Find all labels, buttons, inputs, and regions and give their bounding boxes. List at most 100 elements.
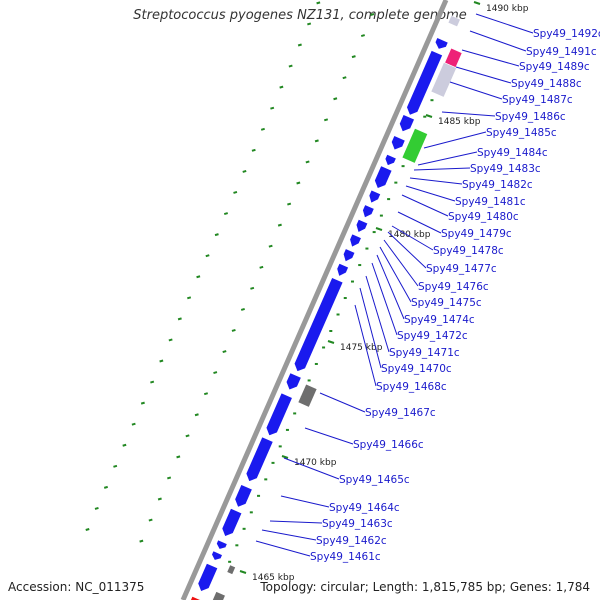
gene-label[interactable]: Spy49_1466c [353, 439, 424, 451]
gene-label[interactable]: Spy49_1488c [511, 78, 582, 90]
gene-feature[interactable] [187, 595, 203, 600]
gene-label[interactable]: Spy49_1484c [477, 147, 548, 159]
gene-label[interactable]: Spy49_1462c [316, 535, 387, 547]
gene-label[interactable]: Spy49_1478c [433, 245, 504, 257]
gene-label[interactable]: Spy49_1467c [365, 407, 436, 419]
gc-tick [157, 497, 162, 501]
gene-feature[interactable] [211, 550, 223, 561]
gc-tick [205, 254, 210, 258]
gene-label[interactable]: Spy49_1489c [519, 61, 590, 73]
gc-tick [240, 307, 245, 311]
leader-line [401, 194, 449, 217]
gene-label[interactable]: Spy49_1491c [526, 46, 597, 58]
gene-feature[interactable] [265, 392, 293, 437]
gc-tick [333, 97, 338, 101]
gene-label[interactable]: Spy49_1492c [533, 28, 600, 40]
gc-tick [297, 43, 302, 47]
gene-label[interactable]: Spy49_1481c [455, 196, 526, 208]
leader-line [423, 131, 487, 149]
gene-feature[interactable] [362, 204, 375, 219]
scale-label: 1475 kbp [340, 343, 383, 353]
gene-feature[interactable] [197, 562, 219, 592]
gene-feature[interactable] [399, 114, 415, 132]
gene-feature[interactable] [216, 539, 228, 550]
scale-tick [375, 227, 383, 231]
leader-line [319, 392, 366, 413]
gc-tick [277, 223, 282, 227]
gene-feature[interactable] [401, 127, 429, 164]
gene-label[interactable]: Spy49_1468c [376, 381, 447, 393]
leader-line [269, 520, 323, 524]
gc-tick [176, 455, 181, 459]
gene-label[interactable]: Spy49_1476c [418, 281, 489, 293]
gene-feature[interactable] [234, 484, 253, 508]
gene-feature[interactable] [285, 372, 302, 391]
leader-line [283, 457, 340, 480]
gene-label[interactable]: Spy49_1486c [495, 111, 566, 123]
leader-line [354, 304, 377, 387]
gene-label[interactable]: Spy49_1477c [426, 263, 497, 275]
gene-feature[interactable] [343, 248, 356, 263]
gene-label[interactable]: Spy49_1475c [411, 297, 482, 309]
gene-feature[interactable] [430, 61, 457, 98]
gene-label[interactable]: Spy49_1479c [441, 228, 512, 240]
gc-tick [307, 22, 312, 26]
gene-label[interactable]: Spy49_1461c [310, 551, 381, 563]
gene-label[interactable]: Spy49_1487c [502, 94, 573, 106]
gene-feature[interactable] [374, 165, 393, 189]
gene-label[interactable]: Spy49_1471c [389, 347, 460, 359]
gc-tick [159, 359, 164, 363]
gene-feature[interactable] [406, 50, 443, 116]
gene-feature[interactable] [349, 233, 362, 248]
gc-tick [103, 485, 108, 489]
gene-label[interactable]: Spy49_1480c [448, 211, 519, 223]
gene-feature[interactable] [211, 591, 226, 600]
gene-features[interactable] [187, 15, 463, 600]
leader-line [255, 540, 311, 557]
leader-line [304, 427, 354, 445]
gc-tick [351, 55, 356, 59]
gene-feature[interactable] [293, 277, 344, 372]
gene-feature[interactable] [226, 564, 236, 575]
leader-line [461, 49, 520, 67]
gc-tick [213, 371, 218, 375]
gene-label[interactable]: Spy49_1472c [397, 330, 468, 342]
gene-feature[interactable] [297, 383, 318, 408]
gc-tick [360, 34, 365, 38]
gc-tick [279, 85, 284, 89]
gene-feature[interactable] [221, 507, 243, 537]
gene-labels[interactable]: Spy49_1492c Spy49_1491c Spy49_1489c Spy49_1… [310, 28, 600, 563]
gene-label[interactable]: Spy49_1485c [486, 127, 557, 139]
gc-ticks [85, 1, 441, 563]
gene-feature[interactable] [368, 189, 381, 204]
leader-line [359, 287, 382, 369]
gene-feature[interactable] [336, 262, 349, 277]
gc-tick [139, 539, 144, 543]
gc-tick [242, 169, 247, 173]
gene-feature[interactable] [391, 135, 406, 151]
gene-label[interactable]: Spy49_1483c [470, 163, 541, 175]
gene-feature[interactable] [384, 153, 397, 166]
gene-feature[interactable] [355, 218, 369, 233]
gc-tick [370, 13, 375, 16]
gene-feature[interactable] [245, 436, 274, 482]
gc-tick [324, 118, 329, 122]
scale-tick [425, 114, 433, 118]
gene-label[interactable]: Spy49_1470c [381, 363, 452, 375]
leader-line [409, 177, 463, 185]
leader-line [387, 231, 427, 269]
gene-label[interactable]: Spy49_1482c [462, 179, 533, 191]
topology-label: Topology: circular; Length: 1,815,785 bp… [260, 580, 590, 594]
leader-line [449, 81, 503, 100]
gene-label[interactable]: Spy49_1464c [329, 502, 400, 514]
gene-label[interactable]: Spy49_1474c [404, 314, 475, 326]
genome-title: Streptococcus pyogenes NZ131, complete g… [133, 8, 467, 23]
gene-label[interactable]: Spy49_1463c [322, 518, 393, 530]
gc-tick [268, 244, 273, 248]
label-leaders [255, 13, 534, 557]
gene-feature[interactable] [434, 37, 449, 50]
gene-feature[interactable] [447, 15, 461, 28]
gene-label[interactable]: Spy49_1465c [339, 474, 410, 486]
gc-tick [187, 296, 192, 300]
